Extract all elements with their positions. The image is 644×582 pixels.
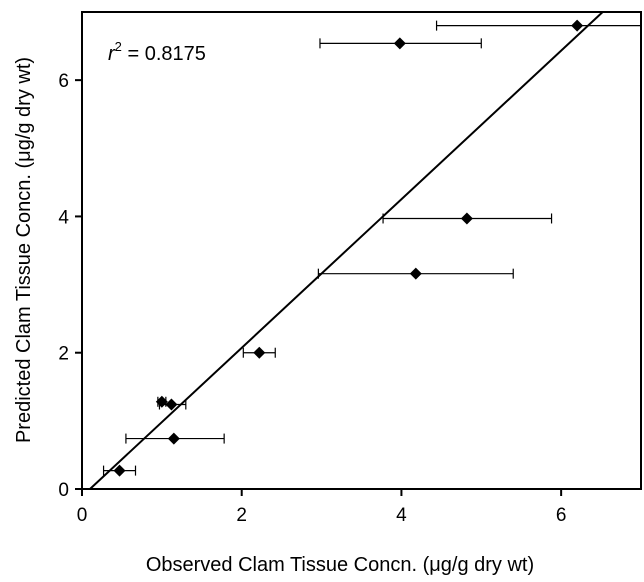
- y-tick-label: 4: [58, 207, 69, 228]
- plot-area: 0 2 4 6 0 2 4 6: [58, 11, 642, 526]
- x-axis-title: Observed Clam Tissue Concn. (μg/g dry wt…: [146, 554, 534, 576]
- r-superscript: 2: [115, 39, 122, 54]
- x-tick-label: 6: [556, 505, 567, 526]
- plot-frame: [81, 11, 642, 490]
- y-tick-label: 6: [58, 71, 69, 92]
- y-tick-label: 0: [58, 480, 69, 501]
- x-tick-label: 4: [396, 505, 407, 526]
- data-point: [409, 267, 422, 280]
- x-tick-label: 0: [77, 505, 88, 526]
- data-marks: [89, 12, 641, 489]
- x-tick-label: 2: [236, 505, 247, 526]
- regression-line: [89, 12, 604, 489]
- data-point: [113, 464, 126, 477]
- data-point: [165, 398, 178, 411]
- r-squared-value: = 0.8175: [122, 43, 206, 65]
- r-symbol: r: [108, 43, 116, 65]
- data-point: [253, 346, 266, 359]
- y-tick-label: 2: [58, 344, 69, 365]
- data-point: [571, 19, 584, 32]
- data-point: [393, 37, 406, 50]
- data-point: [167, 432, 180, 445]
- y-axis-title: Predicted Clam Tissue Concn. (μg/g dry w…: [13, 57, 35, 443]
- r-squared-annotation: r2 = 0.8175: [108, 39, 206, 65]
- data-point: [460, 212, 473, 225]
